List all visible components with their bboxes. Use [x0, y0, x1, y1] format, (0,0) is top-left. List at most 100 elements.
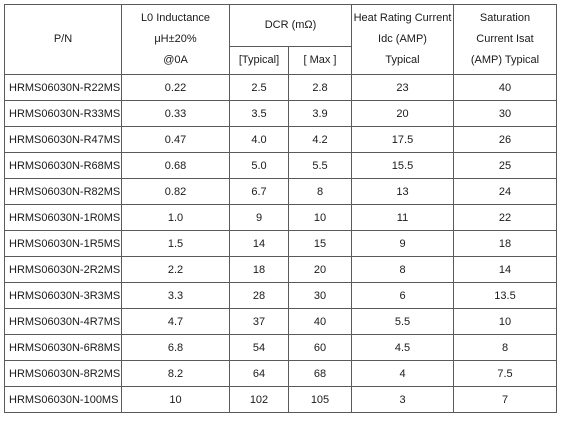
- cell-dcr-typical: 2.5: [229, 74, 289, 101]
- cell-dcr-max: 8: [288, 178, 352, 205]
- table-row: HRMS06030N-R68MS 0.68 5.0 5.5 15.5 25: [4, 152, 557, 179]
- cell-inductance: 0.47: [121, 126, 230, 153]
- cell-part-number: HRMS06030N-R82MS: [4, 178, 122, 205]
- cell-dcr-max: 20: [288, 256, 352, 283]
- cell-dcr-max: 3.9: [288, 100, 352, 127]
- cell-dcr-typical: 18: [229, 256, 289, 283]
- header-saturation: Saturation Current Isat (AMP) Typical: [453, 4, 557, 75]
- cell-dcr-max: 5.5: [288, 152, 352, 179]
- cell-idc: 11: [351, 204, 454, 231]
- cell-part-number: HRMS06030N-1R0MS: [4, 204, 122, 231]
- cell-isat: 25: [453, 152, 557, 179]
- header-pn: P/N: [4, 4, 122, 75]
- cell-idc: 4: [351, 360, 454, 387]
- table-row: HRMS06030N-R82MS 0.82 6.7 8 13 24: [4, 178, 557, 205]
- cell-idc: 13: [351, 178, 454, 205]
- header-sat-line2: Current Isat: [476, 33, 534, 45]
- cell-inductance: 6.8: [121, 334, 230, 361]
- cell-part-number: HRMS06030N-2R2MS: [4, 256, 122, 283]
- cell-idc: 4.5: [351, 334, 454, 361]
- cell-dcr-max: 60: [288, 334, 352, 361]
- header-dcr: DCR (mΩ): [229, 4, 352, 47]
- cell-isat: 22: [453, 204, 557, 231]
- header-inductance-line1: L0 Inductance: [140, 12, 211, 24]
- cell-dcr-typical: 14: [229, 230, 289, 257]
- cell-dcr-max: 10: [288, 204, 352, 231]
- cell-dcr-typical: 64: [229, 360, 289, 387]
- spec-table: P/N L0 Inductance μH±20% @0A DCR (mΩ) He…: [4, 4, 557, 413]
- cell-inductance: 8.2: [121, 360, 230, 387]
- cell-dcr-typical: 102: [229, 386, 289, 413]
- cell-dcr-typical: 28: [229, 282, 289, 309]
- cell-dcr-max: 15: [288, 230, 352, 257]
- cell-inductance: 10: [121, 386, 230, 413]
- cell-dcr-typical: 54: [229, 334, 289, 361]
- cell-inductance: 0.82: [121, 178, 230, 205]
- cell-dcr-typical: 37: [229, 308, 289, 335]
- header-inductance-line2: μH±20%: [154, 33, 197, 45]
- cell-inductance: 3.3: [121, 282, 230, 309]
- table-row: HRMS06030N-8R2MS 8.2 64 68 4 7.5: [4, 360, 557, 387]
- cell-part-number: HRMS06030N-3R3MS: [4, 282, 122, 309]
- header-sat-line3: (AMP) Typical: [470, 54, 540, 66]
- cell-isat: 26: [453, 126, 557, 153]
- table-row: HRMS06030N-4R7MS 4.7 37 40 5.5 10: [4, 308, 557, 335]
- cell-inductance: 0.68: [121, 152, 230, 179]
- table-row: HRMS06030N-100MS 10 102 105 3 7: [4, 386, 557, 413]
- cell-isat: 8: [453, 334, 557, 361]
- cell-inductance: 0.22: [121, 74, 230, 101]
- cell-part-number: HRMS06030N-R33MS: [4, 100, 122, 127]
- cell-idc: 8: [351, 256, 454, 283]
- cell-isat: 14: [453, 256, 557, 283]
- cell-idc: 5.5: [351, 308, 454, 335]
- cell-part-number: HRMS06030N-R47MS: [4, 126, 122, 153]
- cell-idc: 9: [351, 230, 454, 257]
- table-row: HRMS06030N-1R0MS 1.0 9 10 11 22: [4, 204, 557, 231]
- cell-dcr-max: 4.2: [288, 126, 352, 153]
- table-row: HRMS06030N-6R8MS 6.8 54 60 4.5 8: [4, 334, 557, 361]
- cell-idc: 6: [351, 282, 454, 309]
- cell-isat: 10: [453, 308, 557, 335]
- cell-dcr-typical: 9: [229, 204, 289, 231]
- cell-part-number: HRMS06030N-R68MS: [4, 152, 122, 179]
- header-dcr-typical: [Typical]: [229, 46, 289, 75]
- cell-inductance: 0.33: [121, 100, 230, 127]
- cell-part-number: HRMS06030N-6R8MS: [4, 334, 122, 361]
- header-heat-line1: Heat Rating Current: [353, 12, 452, 24]
- cell-dcr-max: 40: [288, 308, 352, 335]
- cell-idc: 15.5: [351, 152, 454, 179]
- header-sat-line1: Saturation: [479, 12, 531, 24]
- cell-dcr-max: 105: [288, 386, 352, 413]
- cell-idc: 20: [351, 100, 454, 127]
- cell-inductance: 2.2: [121, 256, 230, 283]
- cell-isat: 18: [453, 230, 557, 257]
- cell-dcr-max: 68: [288, 360, 352, 387]
- cell-isat: 7: [453, 386, 557, 413]
- table-row: HRMS06030N-R33MS 0.33 3.5 3.9 20 30: [4, 100, 557, 127]
- cell-part-number: HRMS06030N-R22MS: [4, 74, 122, 101]
- cell-dcr-typical: 4.0: [229, 126, 289, 153]
- cell-dcr-typical: 3.5: [229, 100, 289, 127]
- cell-dcr-typical: 5.0: [229, 152, 289, 179]
- cell-idc: 3: [351, 386, 454, 413]
- cell-part-number: HRMS06030N-100MS: [4, 386, 122, 413]
- cell-part-number: HRMS06030N-1R5MS: [4, 230, 122, 257]
- table-row: HRMS06030N-3R3MS 3.3 28 30 6 13.5: [4, 282, 557, 309]
- table-row: HRMS06030N-1R5MS 1.5 14 15 9 18: [4, 230, 557, 257]
- header-inductance: L0 Inductance μH±20% @0A: [121, 4, 230, 75]
- cell-isat: 24: [453, 178, 557, 205]
- cell-dcr-max: 2.8: [288, 74, 352, 101]
- header-heat-line3: Typical: [385, 54, 420, 66]
- cell-dcr-typical: 6.7: [229, 178, 289, 205]
- header-heat-rating: Heat Rating Current Idc (AMP) Typical: [351, 4, 454, 75]
- cell-isat: 7.5: [453, 360, 557, 387]
- cell-part-number: HRMS06030N-8R2MS: [4, 360, 122, 387]
- table-row: HRMS06030N-2R2MS 2.2 18 20 8 14: [4, 256, 557, 283]
- cell-isat: 30: [453, 100, 557, 127]
- cell-dcr-max: 30: [288, 282, 352, 309]
- cell-inductance: 4.7: [121, 308, 230, 335]
- cell-isat: 40: [453, 74, 557, 101]
- cell-isat: 13.5: [453, 282, 557, 309]
- header-inductance-line3: @0A: [163, 54, 188, 66]
- cell-part-number: HRMS06030N-4R7MS: [4, 308, 122, 335]
